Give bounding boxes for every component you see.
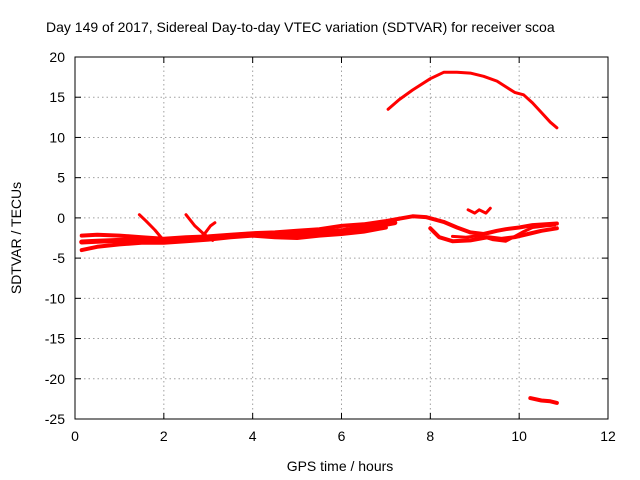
y-tick-label: 5 xyxy=(57,170,65,186)
x-tick-label: 0 xyxy=(71,428,79,444)
y-tick-label: -10 xyxy=(45,290,65,306)
x-axis: 0 2 4 6 8 10 12 xyxy=(71,57,616,444)
series-cross-2.5h-b xyxy=(193,221,217,242)
chart-title: Day 149 of 2017, Sidereal Day-to-day VTE… xyxy=(46,19,555,35)
series-high-arc-7-11h xyxy=(386,70,559,130)
y-tick-label: -25 xyxy=(45,411,65,427)
x-tick-label: 12 xyxy=(600,428,616,444)
x-tick-label: 2 xyxy=(160,428,168,444)
y-tick-label: 0 xyxy=(57,210,65,226)
x-tick-label: 8 xyxy=(426,428,434,444)
y-tick-label: 15 xyxy=(49,89,65,105)
series-low-segment-10-11h xyxy=(528,396,559,405)
series-mid-arc-7-9h xyxy=(397,214,559,236)
x-tick-label: 4 xyxy=(249,428,257,444)
y-tick-label: 10 xyxy=(49,129,65,145)
y-tick-label: 20 xyxy=(49,49,65,65)
y-tick-label: -5 xyxy=(53,250,66,266)
series-blip-9h xyxy=(466,206,492,215)
series-lower-arc-8-10h-b xyxy=(451,223,557,243)
series-lower-arc-8-10h xyxy=(428,226,559,244)
x-axis-label: GPS time / hours xyxy=(287,458,394,474)
y-axis-label: SDTVAR / TECUs xyxy=(8,182,24,294)
series-main-band-lower xyxy=(79,225,388,253)
grid xyxy=(75,57,608,419)
plot-area xyxy=(79,70,559,405)
series-arc-1.5h xyxy=(137,213,164,240)
y-axis: 20 15 10 5 0 -5 -10 -15 -20 -25 xyxy=(45,49,608,427)
x-tick-label: 10 xyxy=(511,428,527,444)
x-tick-label: 6 xyxy=(338,428,346,444)
y-tick-label: -20 xyxy=(45,371,65,387)
series-cross-2.5h-a xyxy=(184,213,215,242)
y-tick-label: -15 xyxy=(45,331,65,347)
